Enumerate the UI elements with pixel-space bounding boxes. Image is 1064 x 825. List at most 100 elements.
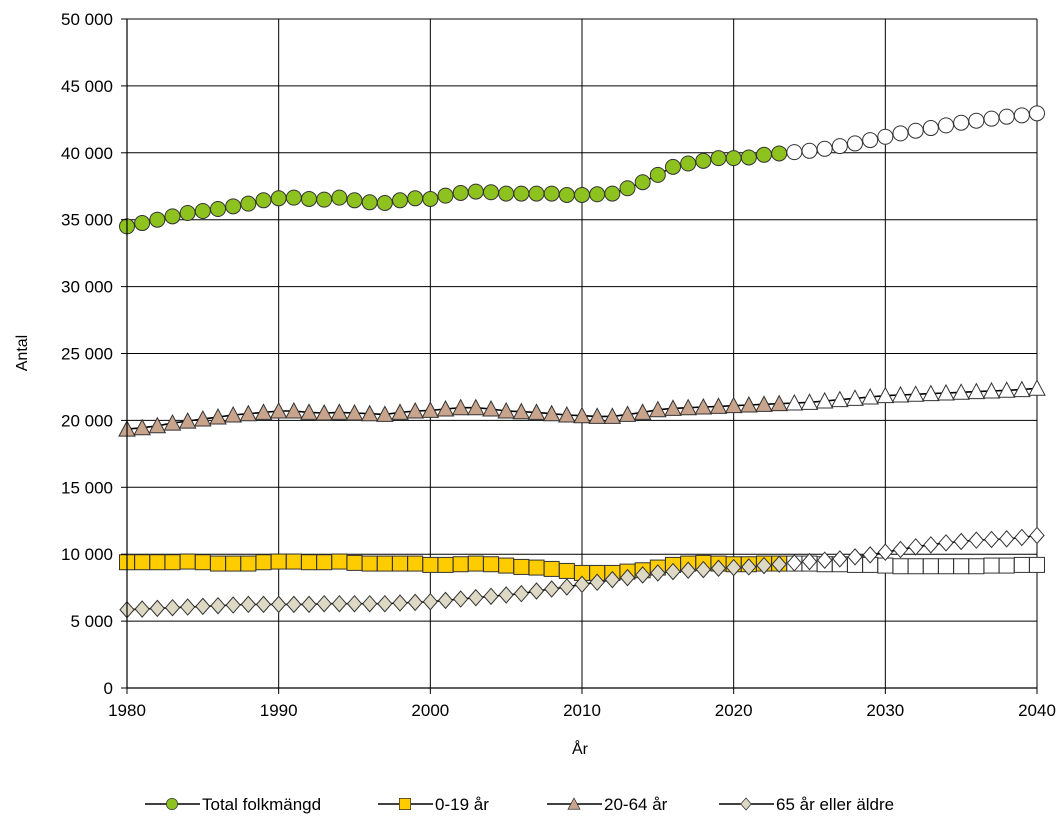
data-point-circle: [270, 190, 287, 207]
data-point-square: [407, 555, 424, 572]
data-point-triangle: [254, 403, 273, 420]
data-point-square: [164, 554, 181, 571]
data-point-square: [225, 555, 242, 572]
data-point-triangle: [224, 405, 243, 423]
series-points-diamond: [119, 526, 1045, 619]
data-point-circle: [301, 190, 317, 207]
data-point-diamond: [164, 598, 181, 617]
data-point-square: [543, 560, 560, 577]
legend-item: Total folkmängd: [145, 795, 321, 814]
data-point-square: [270, 553, 287, 570]
data-point-triangle: [709, 397, 728, 414]
data-point-square: [331, 553, 348, 570]
data-point-square: [149, 554, 166, 571]
data-point-triangle: [588, 407, 607, 424]
data-point-circle: [877, 128, 894, 145]
data-point-triangle: [800, 393, 819, 410]
data-point-diamond: [437, 591, 454, 610]
series-markers: [118, 105, 1046, 619]
y-tick-label: 35 000: [61, 211, 113, 230]
data-point-circle: [452, 184, 469, 201]
data-point-square: [134, 554, 151, 571]
y-tick-label: 30 000: [61, 278, 113, 297]
data-point-diamond: [468, 588, 484, 607]
data-point-triangle: [921, 384, 940, 402]
data-point-square: [467, 555, 484, 572]
data-point-square: [301, 554, 317, 571]
data-point-diamond: [574, 575, 590, 594]
data-point-circle: [392, 192, 408, 209]
data-point-circle: [407, 190, 424, 207]
data-point-circle: [558, 186, 575, 203]
data-point-triangle: [451, 398, 470, 416]
x-tick-label: 2010: [563, 701, 601, 720]
data-point-diamond: [134, 600, 150, 618]
data-point-diamond: [786, 554, 802, 572]
x-tick-label: 2030: [866, 701, 904, 720]
data-point-circle: [225, 198, 242, 215]
data-point-circle: [346, 192, 363, 209]
data-point-diamond: [362, 594, 378, 613]
data-point-square: [998, 557, 1015, 574]
data-point-triangle: [906, 385, 925, 402]
data-point-diamond: [559, 578, 575, 596]
data-point-triangle: [830, 390, 849, 408]
data-point-circle: [953, 114, 970, 131]
x-tick-label: 2000: [411, 701, 449, 720]
data-point-triangle: [557, 405, 576, 423]
data-point-diamond: [301, 595, 317, 614]
data-point-diamond: [377, 594, 393, 613]
data-point-triangle: [163, 414, 182, 431]
data-point-square: [210, 555, 226, 572]
data-point-triangle: [573, 406, 591, 424]
data-point-triangle: [193, 409, 212, 427]
y-tick-label: 45 000: [61, 77, 113, 96]
data-point-circle: [907, 122, 924, 139]
data-point-circle: [149, 211, 166, 228]
data-point-diamond: [908, 538, 924, 556]
x-axis-title: År: [572, 739, 589, 758]
data-point-circle: [968, 112, 985, 129]
data-point-diamond: [619, 568, 636, 587]
data-point-diamond: [604, 570, 620, 589]
data-point-triangle: [360, 404, 379, 422]
data-point-square: [983, 557, 1000, 574]
data-point-triangle: [861, 387, 880, 405]
data-point-circle: [255, 192, 272, 209]
data-point-diamond: [892, 540, 909, 559]
data-point-diamond: [832, 550, 848, 568]
data-point-circle: [467, 183, 484, 200]
series-points-circle: [119, 105, 1045, 235]
y-tick-label: 10 000: [61, 545, 113, 564]
data-point-triangle: [315, 403, 333, 421]
data-point-circle: [437, 187, 454, 204]
x-tick-label: 2040: [1018, 701, 1056, 720]
data-point-diamond: [392, 594, 408, 612]
data-point-circle: [998, 108, 1015, 125]
data-point-diamond: [938, 534, 954, 552]
data-point-circle: [922, 120, 939, 137]
data-point-circle: [725, 150, 742, 167]
data-point-triangle: [527, 403, 546, 420]
data-point-square: [194, 554, 211, 571]
data-point-circle: [285, 189, 302, 206]
data-point-triangle: [891, 385, 910, 403]
legend-item: 65 år eller äldre: [719, 795, 894, 814]
y-tick-label: 0: [104, 679, 113, 698]
chart-legend: Total folkmängd 0-19 år 20-64 år 65 år elle…: [145, 795, 894, 814]
series-points-square: [119, 553, 1045, 581]
data-point-diamond: [650, 564, 666, 582]
chart-axes: [121, 18, 1038, 694]
legend-label: 0-19 år: [435, 795, 489, 814]
data-point-triangle: [421, 401, 440, 418]
data-point-triangle: [330, 403, 349, 420]
data-point-diamond: [255, 595, 272, 614]
data-point-diamond: [513, 584, 529, 603]
data-point-square: [1029, 556, 1045, 573]
data-point-circle: [710, 150, 727, 167]
data-point-square: [285, 553, 302, 570]
y-tick-label: 20 000: [61, 411, 113, 430]
data-point-circle: [756, 146, 772, 163]
data-point-square: [255, 554, 272, 571]
data-point-diamond: [968, 531, 984, 549]
